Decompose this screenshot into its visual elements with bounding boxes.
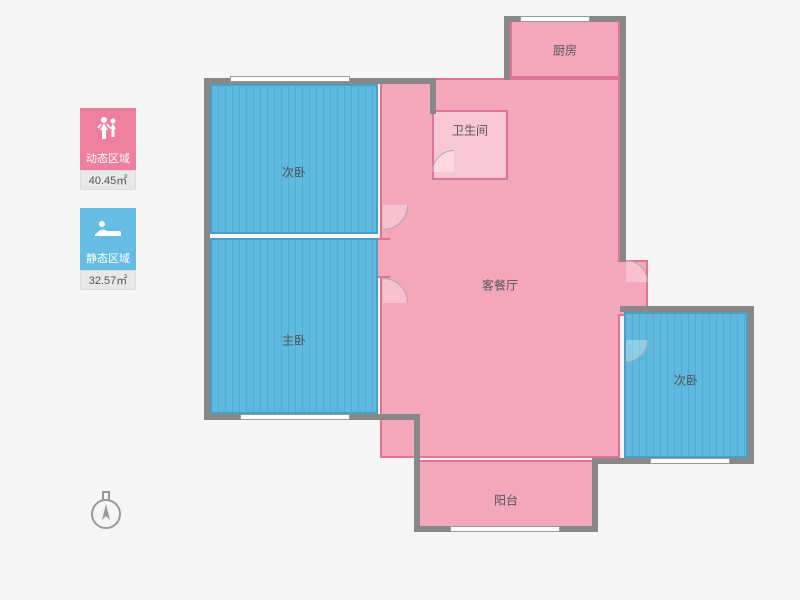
rest-icon bbox=[80, 208, 136, 248]
wall-outer bbox=[504, 16, 510, 80]
window bbox=[240, 414, 350, 420]
floorplan: 厨房 卫生间 客餐厅 次卧 主卧 次卧 阳台 bbox=[200, 20, 760, 560]
label-bathroom: 卫生间 bbox=[452, 122, 488, 139]
wall-outer bbox=[620, 306, 754, 312]
compass-icon bbox=[88, 490, 124, 537]
label-balcony: 阳台 bbox=[494, 492, 518, 509]
wall-outer bbox=[430, 78, 436, 114]
legend-static-title: 静态区域 bbox=[80, 248, 136, 270]
label-master: 主卧 bbox=[282, 332, 306, 349]
wall-outer bbox=[204, 78, 210, 420]
label-living: 客餐厅 bbox=[482, 277, 518, 294]
room-bedroom2a bbox=[210, 84, 378, 234]
window bbox=[450, 526, 560, 532]
wall-outer bbox=[592, 458, 598, 530]
window bbox=[650, 458, 730, 464]
label-bedroom2a: 次卧 bbox=[282, 164, 306, 181]
wall-outer bbox=[414, 458, 420, 530]
legend: 动态区域 40.45㎡ 静态区域 32.57㎡ bbox=[80, 108, 136, 308]
wall-outer bbox=[620, 16, 626, 262]
label-kitchen: 厨房 bbox=[553, 42, 577, 59]
legend-static-value: 32.57㎡ bbox=[80, 270, 136, 290]
legend-dynamic-title: 动态区域 bbox=[80, 148, 136, 170]
room-master bbox=[210, 238, 378, 414]
people-icon bbox=[80, 108, 136, 148]
window bbox=[520, 16, 590, 22]
wall-outer bbox=[414, 414, 420, 464]
label-bedroom2b: 次卧 bbox=[674, 372, 698, 389]
wall-outer bbox=[748, 306, 754, 464]
window bbox=[230, 76, 350, 82]
legend-dynamic-value: 40.45㎡ bbox=[80, 170, 136, 190]
legend-dynamic: 动态区域 40.45㎡ bbox=[80, 108, 136, 190]
legend-static: 静态区域 32.57㎡ bbox=[80, 208, 136, 290]
